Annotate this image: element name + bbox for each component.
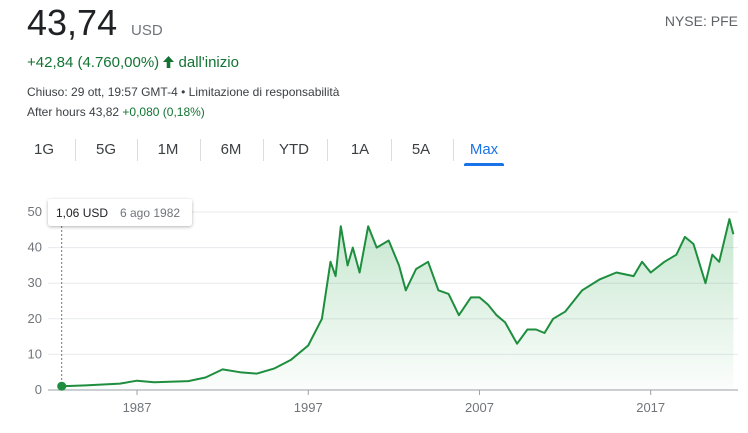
after-hours-line: After hours 43,82 +0,080 (0,18%) (27, 105, 205, 119)
after-hours-change: +0,080 (0,18%) (122, 105, 205, 119)
tooltip: 1,06 USD 6 ago 1982 (48, 199, 192, 226)
range-tab[interactable]: 1A (350, 141, 370, 158)
disclaimer[interactable]: Limitazione di responsabilità (188, 85, 340, 99)
range-tab[interactable]: 6M (220, 141, 242, 158)
area-fill (61, 219, 734, 390)
tab-divider (75, 139, 76, 161)
bullet: • (181, 85, 186, 99)
currency: USD (131, 22, 163, 39)
tab-divider (262, 139, 264, 161)
y-tick-label: 10 (28, 346, 42, 361)
range-tab[interactable]: YTD (279, 141, 309, 158)
tab-divider (390, 139, 392, 161)
status: Chiuso: 29 ott, 19:57 GMT-4 (27, 85, 178, 99)
y-tick-label: 20 (28, 311, 42, 326)
tooltip-price: 1,06 USD (56, 206, 108, 220)
tab-divider (452, 139, 454, 161)
tooltip-date: 6 ago 1982 (120, 206, 180, 220)
tab-divider (199, 139, 201, 161)
change: +42,84 (4.760,00%) (27, 54, 160, 71)
exchange: NYSE: PFE (664, 13, 738, 29)
x-tick-label: 1997 (294, 400, 323, 415)
y-tick-label: 40 (28, 240, 42, 255)
status-line: Chiuso: 29 ott, 19:57 GMT-4 • Limitazion… (27, 85, 339, 99)
range-tab[interactable]: 5G (95, 141, 117, 158)
price: 43,74 (27, 2, 118, 43)
active-underline (464, 163, 504, 166)
after-hours: After hours 43,82 (27, 105, 120, 119)
y-tick-label: 50 (28, 204, 42, 219)
change-line: +42,84 (4.760,00%) dall'inizio (27, 54, 239, 71)
x-tick-label: 1987 (123, 400, 152, 415)
price-line (61, 218, 735, 388)
tooltip-box (48, 199, 192, 226)
tab-divider (327, 139, 328, 161)
range-tab[interactable]: 1M (157, 141, 179, 158)
up-arrow (163, 56, 175, 68)
x-tick-label: 2007 (465, 400, 494, 415)
range-tab[interactable]: 1G (33, 141, 55, 158)
y-tick-label: 30 (28, 275, 42, 290)
hover-dot (57, 381, 67, 391)
tab-divider (137, 139, 138, 161)
x-tick-label: 2017 (636, 400, 665, 415)
range-tab[interactable]: Max (469, 141, 499, 158)
y-tick-label: 0 (35, 382, 42, 397)
change-period: dall'inizio (178, 54, 239, 71)
range-tab[interactable]: 5A (411, 141, 431, 158)
